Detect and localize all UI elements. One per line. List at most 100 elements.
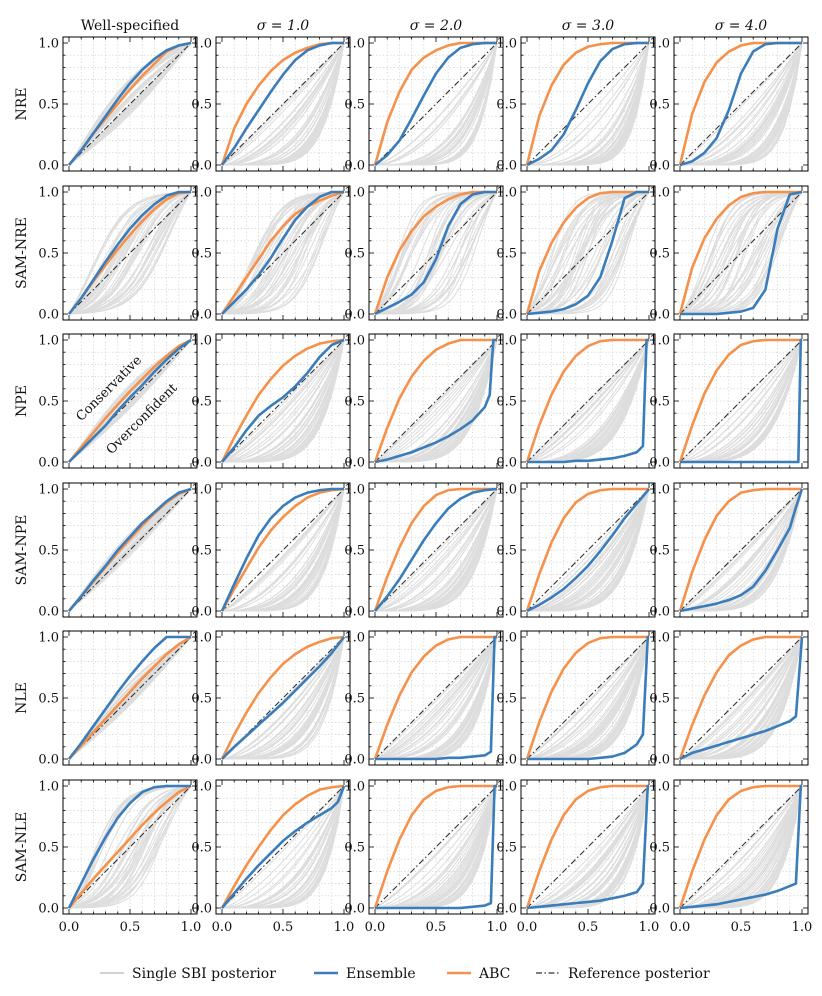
x-tick-label: 1.0	[487, 920, 508, 935]
single-posterior-curve	[526, 488, 650, 612]
abc-curve	[68, 635, 192, 760]
y-tick-label: 0.0	[191, 902, 212, 917]
single-posterior-curve	[222, 488, 345, 612]
single-posterior-curve	[221, 488, 345, 612]
single-posterior-curves	[221, 488, 345, 612]
legend-entry: Single SBI posterior	[100, 966, 276, 982]
single-posterior-curve	[526, 636, 650, 760]
single-posterior-curves	[221, 42, 345, 166]
single-posterior-curve	[68, 488, 192, 612]
ticks	[521, 631, 655, 765]
single-posterior-curve	[679, 636, 803, 760]
single-posterior-curve	[221, 42, 345, 166]
legend-label: ABC	[478, 966, 510, 982]
single-posterior-curve	[221, 339, 345, 463]
single-posterior-curve	[221, 488, 345, 612]
y-tick-label: 1.0	[344, 186, 365, 201]
abc-curve	[525, 190, 649, 315]
ticks	[369, 780, 503, 914]
panel-grid: 0.00.51.00.00.51.00.00.51.00.00.51.00.00…	[38, 36, 812, 935]
abc-curve	[68, 784, 192, 909]
single-posterior-curve	[526, 339, 650, 463]
reference-posterior-line	[68, 636, 192, 760]
ensemble-curve	[679, 636, 804, 761]
ensemble-curve	[679, 41, 802, 167]
single-posterior-curves	[526, 488, 650, 612]
ensemble-curve	[221, 190, 344, 315]
abc-curve	[220, 190, 345, 315]
single-posterior-curve	[221, 42, 345, 166]
y-tick-label: 1.0	[496, 631, 517, 646]
abc-curve	[68, 338, 192, 463]
x-tick-label: 0.5	[120, 920, 141, 935]
row-label: NLE	[14, 682, 30, 714]
y-tick-label: 1.0	[649, 334, 670, 349]
single-posterior-curve	[374, 339, 498, 463]
single-posterior-curve	[526, 488, 650, 612]
single-posterior-curve	[679, 785, 803, 909]
ticks	[369, 631, 503, 765]
y-tick-label: 0.0	[38, 902, 59, 917]
single-posterior-curve	[679, 191, 803, 315]
panel-nre-col-3: 0.0 0.5 1.0	[344, 36, 504, 174]
abc-curve	[373, 635, 497, 760]
single-posterior-curve	[679, 42, 803, 166]
ensemble-curve	[221, 636, 346, 760]
single-posterior-curve	[221, 636, 345, 760]
single-posterior-curve	[68, 785, 192, 909]
single-posterior-curve	[679, 339, 803, 463]
ensemble-curve	[680, 190, 803, 316]
single-posterior-curve	[374, 339, 498, 463]
y-tick-label: 1.0	[649, 37, 670, 52]
single-posterior-curve	[679, 785, 803, 909]
single-posterior-curve	[526, 42, 650, 166]
single-posterior-curve	[68, 488, 192, 612]
single-posterior-curve	[679, 339, 803, 463]
single-posterior-curve	[68, 488, 192, 612]
single-posterior-curve	[679, 488, 803, 612]
single-posterior-curve	[527, 488, 650, 612]
reference-posterior-line	[374, 636, 498, 760]
single-posterior-curve	[374, 785, 498, 909]
single-posterior-curve	[68, 42, 192, 166]
single-posterior-curves	[374, 191, 498, 315]
single-posterior-curve	[374, 488, 498, 612]
y-tick-label: 0.0	[344, 159, 365, 174]
y-tick-label: 1.0	[496, 186, 517, 201]
single-posterior-curve	[221, 785, 345, 909]
panel-npe-col-2: 0.0 0.5 1.0	[191, 333, 351, 471]
single-posterior-curve	[374, 636, 498, 760]
single-posterior-curves	[221, 785, 345, 909]
single-posterior-curves	[526, 42, 650, 166]
ticks	[521, 186, 655, 320]
single-posterior-curve	[679, 636, 803, 760]
single-posterior-curve	[374, 636, 498, 760]
ticks	[369, 483, 503, 617]
abc-curve	[525, 338, 649, 463]
abc-curve	[220, 487, 345, 612]
single-posterior-curve	[374, 785, 498, 909]
single-posterior-curve	[221, 339, 345, 463]
ensemble-curve	[68, 41, 192, 166]
x-tick-label: 0.0	[212, 920, 233, 935]
y-tick-label: 0.0	[496, 605, 517, 620]
single-posterior-curves	[221, 339, 345, 463]
legend: Single SBI posterior Ensemble ABC Reference…	[100, 966, 710, 982]
single-posterior-curve	[221, 339, 345, 463]
single-posterior-curve	[221, 636, 345, 760]
panel-npe-col-5: 0.0 0.5 1.0	[649, 333, 809, 471]
column-title: Well-specified	[81, 18, 180, 34]
panel-sam-nre-col-2: 0.0 0.5 1.0	[191, 185, 351, 323]
panel-sam-npe-col-4: 0.0 0.5 1.0	[496, 482, 656, 620]
single-posterior-curve	[526, 636, 650, 760]
reference-posterior-line	[679, 636, 803, 760]
y-tick-label: 0.0	[191, 308, 212, 323]
single-posterior-curve	[679, 42, 803, 166]
column-title: σ = 4.0	[715, 18, 768, 34]
ticks	[369, 334, 503, 468]
ticks	[674, 483, 808, 617]
ensemble-curve	[374, 338, 497, 464]
single-posterior-curve	[221, 42, 345, 166]
y-tick-label: 0.5	[344, 841, 365, 856]
single-posterior-curve	[221, 488, 345, 612]
